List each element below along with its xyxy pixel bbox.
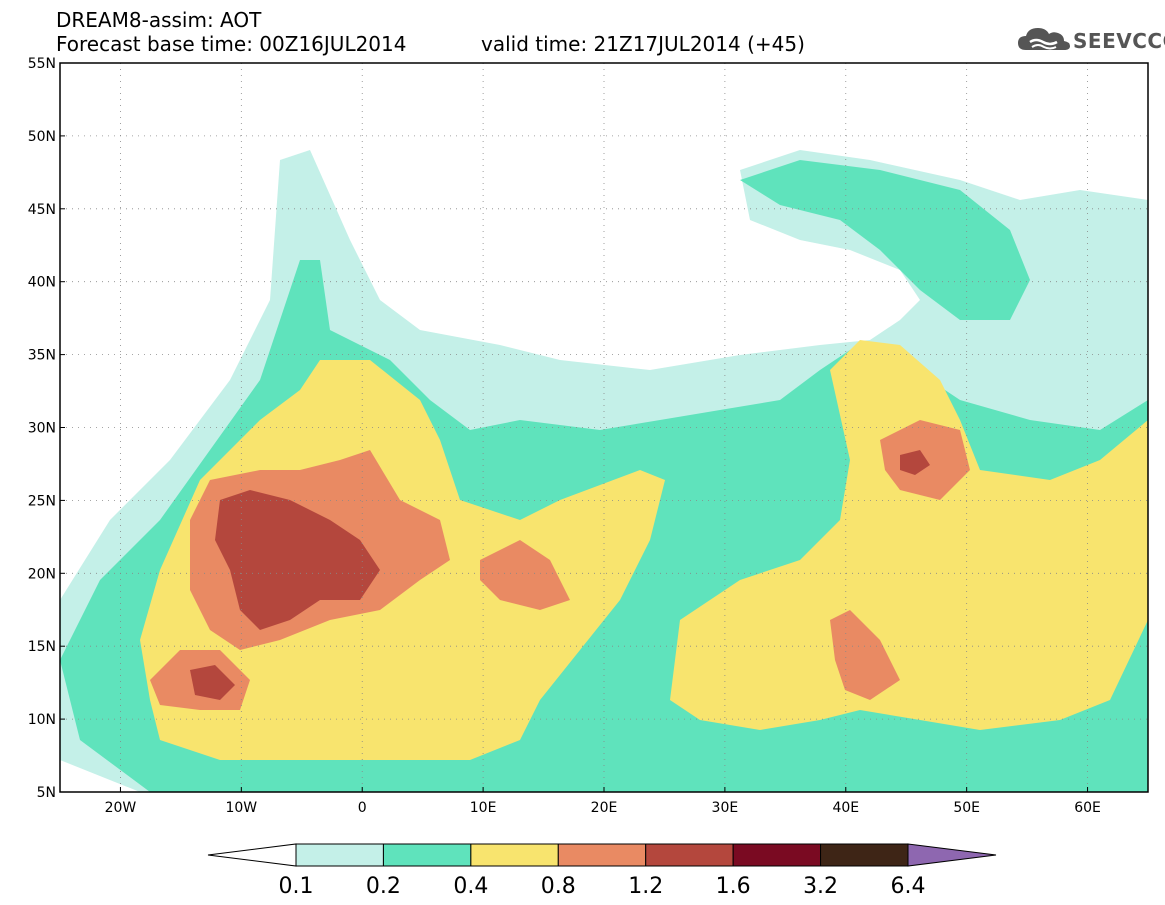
lon-tick-label: 20W [105, 800, 137, 816]
aot-level-0.4-arabia [670, 340, 1148, 730]
colorbar-threshold-label: 0.8 [541, 874, 576, 899]
aot-level-0.8-sahel [480, 540, 570, 610]
seevccc-logo: SEEVCCC [1016, 22, 1165, 56]
aot-level-0.2-caspian [740, 160, 1030, 320]
colorbar-threshold-label: 1.6 [716, 874, 751, 899]
lat-tick-label: 40N [28, 275, 56, 291]
colorbar-bin [295, 843, 384, 867]
colorbar-bin [820, 843, 909, 867]
colorbar-bin [470, 843, 559, 867]
colorbar-threshold-label: 1.2 [628, 874, 663, 899]
map-title: DREAM8-assim: AOT [56, 8, 262, 32]
colorbar-threshold-label: 0.4 [453, 874, 488, 899]
lon-tick-label: 60E [1074, 800, 1101, 816]
lon-tick-label: 40E [832, 800, 859, 816]
colorbar-threshold-label: 3.2 [803, 874, 838, 899]
aot-level-1.2-west [190, 665, 235, 700]
lon-tick-label: 10E [470, 800, 497, 816]
colorbar-bin [645, 843, 734, 867]
lon-tick-label: 0 [358, 800, 367, 816]
lat-tick-label: 55N [28, 56, 56, 72]
lon-tick-label: 10W [225, 800, 257, 816]
colorbar-threshold-label: 0.1 [279, 874, 314, 899]
forecast-times: Forecast base time: 00Z16JUL2014 valid ti… [56, 32, 805, 56]
lon-tick-label: 50E [953, 800, 980, 816]
lon-tick-label: 30E [712, 800, 739, 816]
latitude-labels: 55N 50N 45N 40N 35N 30N 25N 20N 15N 10N 5N [28, 56, 65, 801]
lat-tick-label: 5N [37, 785, 56, 801]
colorbar: 0.1 0.2 0.4 0.8 1.2 1.6 3.2 6.4 [207, 843, 997, 899]
aot-level-1.2-iraq [900, 450, 930, 475]
lat-tick-label: 45N [28, 202, 56, 218]
lat-tick-label: 30N [28, 421, 56, 437]
logo-text: SEEVCCC [1073, 29, 1165, 53]
colorbar-under-arrow [207, 843, 297, 867]
colorbar-threshold-label: 6.4 [891, 874, 926, 899]
aot-level-0.8-redsea [830, 610, 900, 700]
lon-tick-label: 20E [591, 800, 618, 816]
colorbar-bin [557, 843, 647, 867]
aot-level-1.2 [215, 490, 380, 630]
longitude-labels: 20W 10W 0 10E 20E 30E 40E 50E 60E [105, 787, 1101, 816]
colorbar-over-arrow [907, 843, 997, 867]
lat-tick-label: 35N [28, 348, 56, 364]
lat-tick-label: 20N [28, 566, 56, 582]
cloud-icon [1018, 28, 1070, 50]
colorbar-threshold-label: 0.2 [366, 874, 401, 899]
valid-time: valid time: 21Z17JUL2014 (+45) [481, 32, 805, 56]
lat-tick-label: 25N [28, 493, 56, 509]
lat-tick-label: 50N [28, 129, 56, 145]
lat-tick-label: 15N [28, 639, 56, 655]
lat-tick-label: 10N [28, 712, 56, 728]
colorbar-bin [382, 843, 472, 867]
colorbar-bin [732, 843, 822, 867]
base-time: Forecast base time: 00Z16JUL2014 [56, 32, 407, 56]
